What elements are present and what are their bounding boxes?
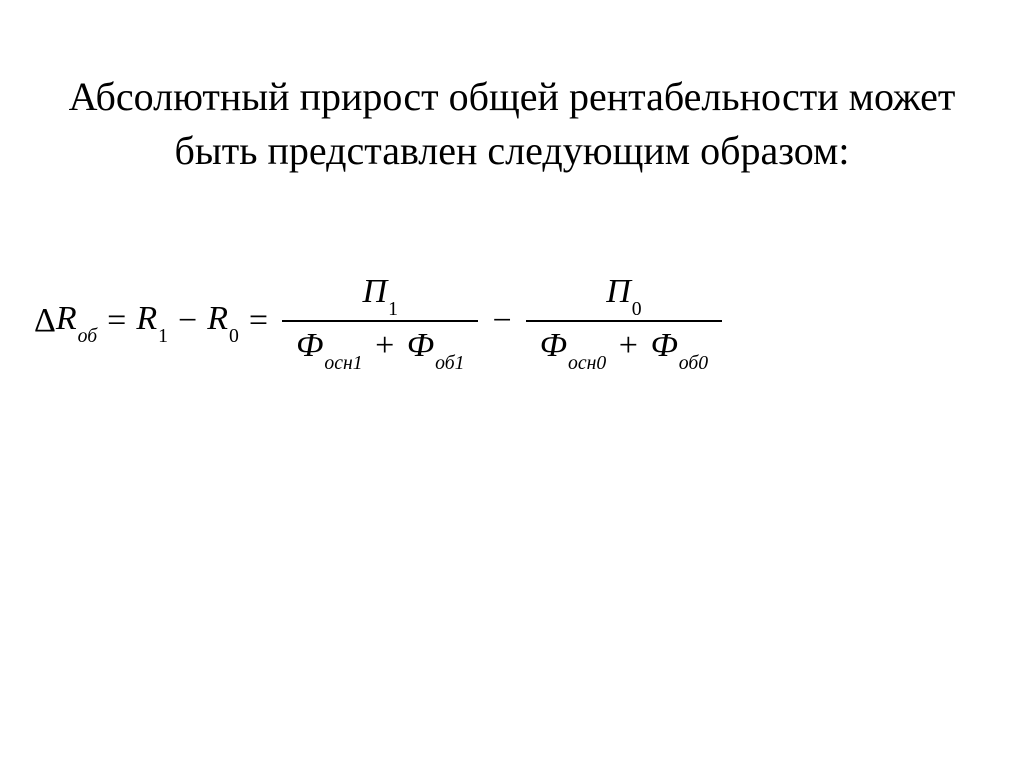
var-R1: R1 <box>136 300 168 343</box>
formula: ΔRоб = R1 − R0 = П1 Фосн1 + Фоб1 − П0 Фо… <box>0 268 1024 375</box>
fraction-2-denominator: Фосн0 + Фоб0 <box>526 322 722 374</box>
fraction-1: П1 Фосн1 + Фоб1 <box>278 268 482 375</box>
subscript-P1: 1 <box>387 298 398 320</box>
subscript-1: 1 <box>157 325 168 347</box>
var-R0: R0 <box>207 300 239 343</box>
fraction-1-denominator: Фосн1 + Фоб1 <box>282 322 478 374</box>
fraction-1-numerator: П1 <box>349 268 412 320</box>
subscript-ob1: об1 <box>434 352 464 374</box>
subscript-osn1: осн1 <box>323 352 362 374</box>
subscript-ob: об <box>77 325 98 347</box>
subscript-P0: 0 <box>631 298 642 320</box>
plus-2: + <box>615 327 642 364</box>
subscript-osn0: осн0 <box>567 352 606 374</box>
slide: Абсолютный прирост общей рентабельности … <box>0 0 1024 767</box>
slide-title: Абсолютный прирост общей рентабельности … <box>60 70 964 178</box>
fraction-2-numerator: П0 <box>592 268 655 320</box>
fraction-2: П0 Фосн0 + Фоб0 <box>522 268 726 375</box>
equals-2: = <box>239 302 278 340</box>
delta-symbol: Δ <box>34 302 56 340</box>
subscript-0: 0 <box>228 325 239 347</box>
var-R-ob: Rоб <box>56 300 97 343</box>
minus-2: − <box>482 302 521 340</box>
plus-1: + <box>371 327 398 364</box>
minus-1: − <box>168 302 207 340</box>
subscript-ob0: об0 <box>678 352 708 374</box>
equals-1: = <box>97 302 136 340</box>
